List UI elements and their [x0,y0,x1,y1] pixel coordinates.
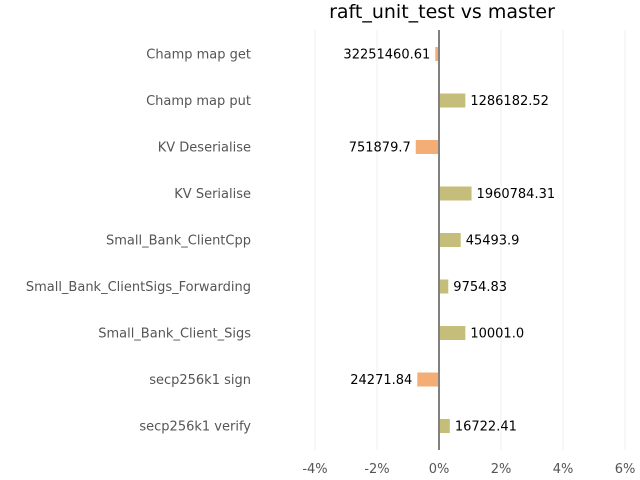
category-label: secp256k1 sign [149,373,251,388]
x-tick-label: 6% [615,462,636,477]
bar [439,233,461,247]
bar [417,372,439,387]
x-tick-label: -4% [302,462,327,477]
bar [439,93,466,108]
bar [439,279,449,294]
category-label: Champ map get [146,48,251,63]
data-label: 10001.0 [470,327,524,342]
bar [435,47,439,61]
category-label: Small_Bank_ClientCpp [106,234,251,249]
x-tick-label: 4% [553,462,574,477]
category-label: Small_Bank_ClientSigs_Forwarding [26,280,251,295]
data-label: 1286182.52 [470,94,549,109]
data-label: 45493.9 [466,234,520,249]
category-label: KV Serialise [174,187,251,202]
bar [439,186,472,201]
data-label: 9754.83 [453,280,507,295]
category-label: secp256k1 verify [139,420,251,435]
data-label: 16722.41 [455,420,517,435]
category-label: Champ map put [146,94,251,109]
data-label: 751879.7 [349,141,411,156]
data-label: 32251460.61 [343,48,430,63]
chart-title: raft_unit_test vs master [329,1,555,23]
data-label: 1960784.31 [477,187,556,202]
data-label: 24271.84 [350,373,412,388]
bar [439,419,450,433]
category-label: KV Deserialise [158,141,251,156]
x-tick-label: -2% [364,462,389,477]
bar [415,140,439,154]
x-tick-label: 0% [429,462,450,477]
bar [439,326,466,340]
x-tick-label: 2% [491,462,512,477]
category-label: Small_Bank_Client_Sigs [98,327,251,342]
